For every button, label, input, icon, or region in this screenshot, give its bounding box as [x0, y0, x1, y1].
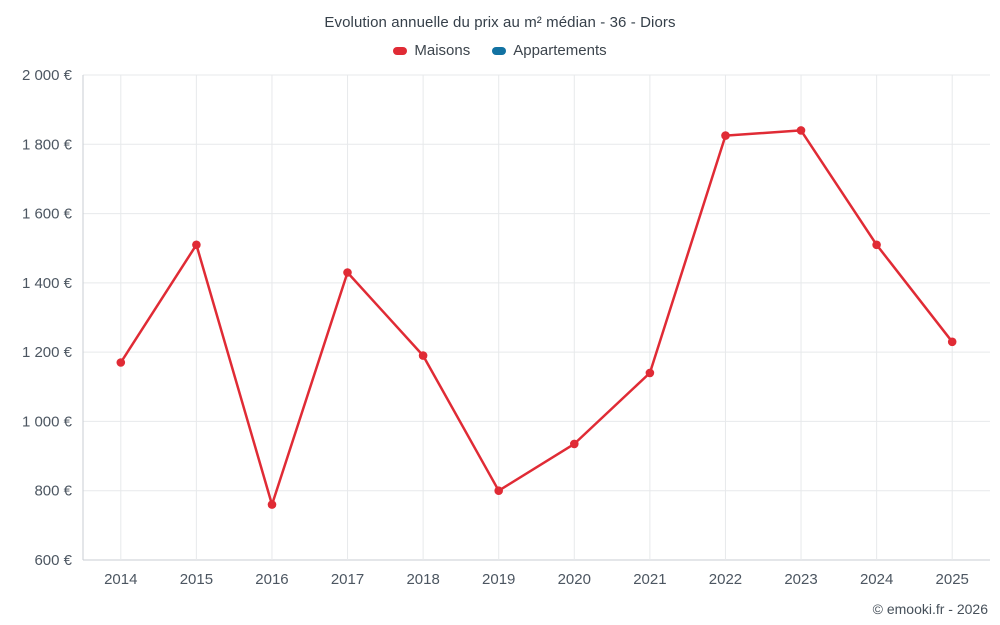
x-axis-tick-label: 2024	[860, 571, 893, 588]
y-axis-tick-label: 1 200 €	[22, 344, 73, 361]
y-axis-tick-label: 1 000 €	[22, 413, 73, 430]
data-point-maisons[interactable]	[872, 240, 881, 250]
y-axis-tick-label: 2 000 €	[22, 67, 73, 84]
chart-legend: Maisons Appartements	[0, 42, 1000, 59]
data-point-maisons[interactable]	[947, 337, 957, 347]
x-axis-tick-label: 2023	[784, 571, 817, 588]
legend-item-maisons[interactable]: Maisons	[393, 42, 470, 59]
data-point-maisons[interactable]	[796, 126, 806, 135]
x-axis-tick-label: 2016	[255, 571, 288, 588]
x-axis-tick-label: 2017	[331, 571, 364, 588]
maisons-series-marker-icon	[393, 46, 408, 55]
data-point-maisons[interactable]	[645, 368, 655, 378]
data-point-maisons[interactable]	[494, 486, 504, 496]
y-axis-tick-label: 1 400 €	[22, 275, 73, 292]
data-point-maisons[interactable]	[570, 439, 579, 449]
x-axis-tick-label: 2025	[936, 571, 969, 588]
y-axis-tick-label: 1 600 €	[22, 206, 73, 223]
y-axis-tick-label: 1 800 €	[22, 136, 73, 153]
x-axis-tick-label: 2019	[482, 571, 515, 588]
x-axis-tick-label: 2014	[104, 571, 137, 588]
legend-item-appartements[interactable]: Appartements	[492, 42, 607, 59]
y-axis-tick-label: 600 €	[34, 552, 72, 569]
x-axis-tick-label: 2021	[633, 571, 666, 588]
y-axis-tick-label: 800 €	[34, 483, 72, 500]
data-point-maisons[interactable]	[116, 358, 126, 367]
x-axis-tick-label: 2020	[558, 571, 591, 588]
data-point-maisons[interactable]	[267, 500, 277, 509]
data-point-maisons[interactable]	[192, 240, 201, 250]
chart-credit: © emooki.fr - 2026	[872, 601, 988, 617]
data-point-maisons[interactable]	[343, 268, 352, 277]
legend-label-maisons: Maisons	[414, 42, 471, 59]
x-axis-tick-label: 2018	[406, 571, 439, 588]
appartements-series-marker-icon	[492, 46, 507, 55]
series-line-maisons	[119, 129, 954, 506]
data-point-maisons[interactable]	[721, 131, 730, 140]
chart-title: Evolution annuelle du prix au m² médian …	[324, 14, 676, 31]
legend-label-appartements: Appartements	[513, 42, 607, 59]
data-point-maisons[interactable]	[418, 351, 428, 360]
x-axis-tick-label: 2015	[180, 571, 213, 588]
x-axis-tick-label: 2022	[709, 571, 742, 588]
